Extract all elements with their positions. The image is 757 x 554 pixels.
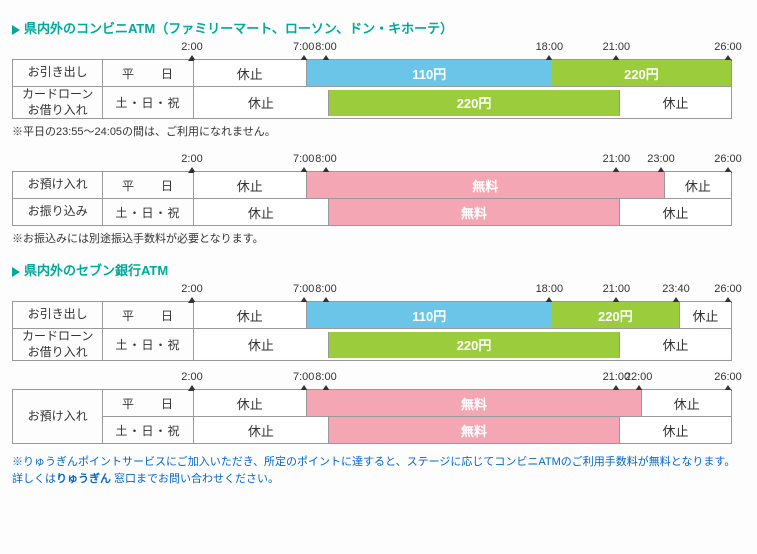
time-segment: 休止: [619, 199, 731, 225]
axis-label: 21:00: [603, 283, 631, 295]
time-segment: 無料: [306, 172, 664, 198]
schedule-block: 2:00 7:008:00 18:00 21:00 23:40 26:00 お引き出し平 日…: [12, 283, 745, 361]
row-label-sub: 土・日・祝: [103, 329, 193, 361]
time-segment: 無料: [306, 390, 642, 416]
row-label-main: お引き出し: [13, 302, 103, 329]
schedule-table: お預け入れ平 日休止無料休止お振り込み土・日・祝休止無料休止: [12, 171, 732, 226]
axis-label: 26:00: [714, 371, 742, 383]
time-segment: 休止: [194, 172, 306, 198]
time-segment: 休止: [194, 199, 328, 225]
row-label-sub: 平 日: [103, 390, 193, 417]
bars-cell: 休止無料休止: [193, 417, 731, 444]
time-segment: 220円: [328, 90, 619, 116]
block-note: ※平日の23:55～24:05の間は、ご利用になれません。: [12, 123, 745, 139]
triangle-icon: [12, 25, 20, 35]
schedule-table: お預け入れ平 日休止無料休止土・日・祝休止無料休止: [12, 389, 732, 444]
row-label-main: お引き出し: [13, 60, 103, 87]
axis-label: 8:00: [315, 371, 336, 383]
axis-label: 2:00: [181, 371, 202, 383]
time-axis: 2:007:008:0021:0023:0026:00: [192, 153, 728, 171]
time-segment: 休止: [679, 302, 731, 328]
row-label-sub: 平 日: [103, 302, 193, 329]
row-label-main: カードローンお借り入れ: [13, 87, 103, 119]
time-segment: 休止: [194, 60, 306, 86]
bars-cell: 休止無料休止: [193, 172, 731, 199]
axis-label: 8:00: [315, 41, 336, 53]
axis-label: 8:00: [315, 153, 336, 165]
time-segment: 休止: [194, 90, 328, 116]
time-segment: 休止: [194, 332, 328, 358]
section-title: 県内外のセブン銀行ATM: [12, 260, 745, 279]
footnote: ※りゅうぎんポイントサービスにご加入いただき、所定のポイントに達すると、ステージ…: [12, 454, 745, 487]
row-label-sub: 平 日: [103, 60, 193, 87]
schedule-block: 2:007:008:0018:0021:0026:00お引き出し平 日休止110…: [12, 41, 745, 139]
axis-label: 21:00: [603, 41, 631, 53]
axis-label: 7:00: [293, 371, 314, 383]
axis-label: 2:00: [181, 283, 202, 295]
axis-label: 7:00: [293, 153, 314, 165]
row-label-main: お預け入れ: [13, 390, 103, 444]
time-segment: 無料: [328, 417, 619, 443]
bars-cell: 休止無料休止: [193, 199, 731, 226]
schedule-block: 2:007:008:0021:0022:0026:00お預け入れ平 日休止無料休…: [12, 371, 745, 444]
time-axis: 2:007:008:0018:0021:0026:00: [192, 41, 728, 59]
brand-name: りゅうぎん: [56, 473, 111, 485]
schedule-table: お引き出し平 日休止110円220円休止カードローンお借り入れ土・日・祝休止22…: [12, 301, 732, 361]
row-label-sub: 土・日・祝: [103, 417, 193, 444]
time-segment: 110円: [306, 302, 552, 328]
time-segment: 220円: [328, 332, 619, 358]
axis-label: 26:00: [714, 41, 742, 53]
axis-label: 26:00: [714, 153, 742, 165]
row-label-main: カードローンお借り入れ: [13, 329, 103, 361]
time-segment: 休止: [194, 390, 306, 416]
axis-label: 21:00: [603, 153, 631, 165]
axis-label: 23:00: [647, 153, 675, 165]
row-label-sub: 平 日: [103, 172, 193, 199]
time-segment: 110円: [306, 60, 552, 86]
time-axis: 2:007:008:0018:0021:0023:4026:00: [192, 283, 728, 301]
axis-label: 2:00: [181, 41, 202, 53]
time-segment: 休止: [194, 302, 306, 328]
time-segment: 220円: [552, 60, 731, 86]
bars-cell: 休止220円休止: [193, 87, 731, 119]
axis-label: 7:00: [293, 283, 314, 295]
triangle-icon: [12, 267, 20, 277]
axis-label: 22:00: [625, 371, 653, 383]
section-title: 県内外のコンビニATM（ファミリーマート、ローソン、ドン・キホーテ）: [12, 18, 745, 37]
bars-cell: 休止110円220円: [193, 60, 731, 87]
bars-cell: 休止220円休止: [193, 329, 731, 361]
row-label-sub: 土・日・祝: [103, 199, 193, 226]
row-label-main: お振り込み: [13, 199, 103, 226]
time-segment: 休止: [194, 417, 328, 443]
row-label-main: お預け入れ: [13, 172, 103, 199]
schedule-block: 2:007:008:0021:0023:0026:00お預け入れ平 日休止無料休…: [12, 153, 745, 246]
time-segment: 休止: [641, 390, 731, 416]
axis-label: 23:40: [662, 283, 690, 295]
axis-label: 18:00: [536, 283, 564, 295]
bars-cell: 休止110円220円休止: [193, 302, 731, 329]
time-segment: 休止: [619, 417, 731, 443]
axis-label: 26:00: [714, 283, 742, 295]
axis-label: 18:00: [536, 41, 564, 53]
time-segment: 220円: [552, 302, 679, 328]
time-segment: 休止: [664, 172, 731, 198]
bars-cell: 休止無料休止: [193, 390, 731, 417]
schedule-table: お引き出し平 日休止110円220円カードローンお借り入れ土・日・祝休止220円…: [12, 59, 732, 119]
row-label-sub: 土・日・祝: [103, 87, 193, 119]
axis-label: 7:00: [293, 41, 314, 53]
time-segment: 休止: [619, 332, 731, 358]
block-note: ※お振込みには別途振込手数料が必要となります。: [12, 230, 745, 246]
axis-label: 8:00: [315, 283, 336, 295]
time-segment: 無料: [328, 199, 619, 225]
time-segment: 休止: [619, 90, 731, 116]
axis-label: 2:00: [181, 153, 202, 165]
time-axis: 2:007:008:0021:0022:0026:00: [192, 371, 728, 389]
